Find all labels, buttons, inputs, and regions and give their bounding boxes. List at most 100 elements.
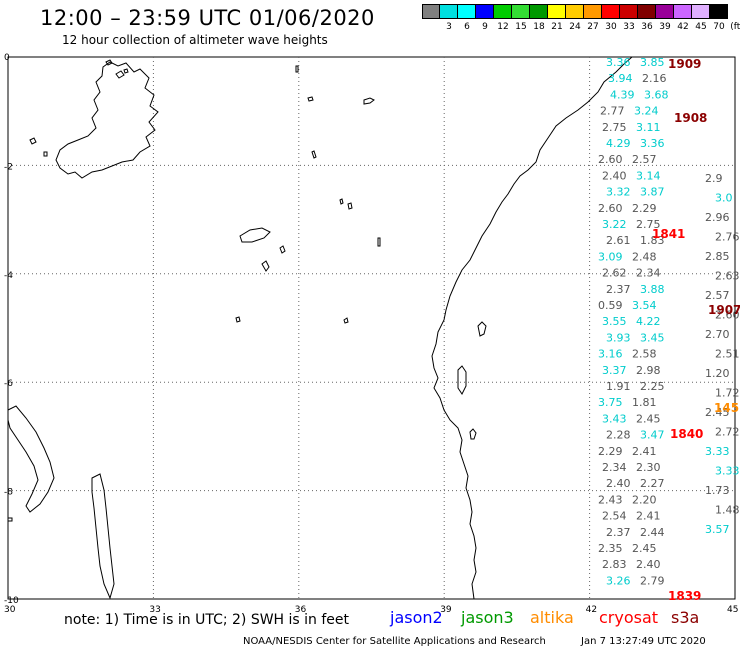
wave-height-value: 3.55 [602, 315, 627, 328]
wave-height-value: 2.79 [640, 574, 665, 587]
satellite-pass-time: 1840 [670, 427, 703, 441]
inland-lake-f [339, 198, 344, 205]
wave-height-value: 2.20 [632, 493, 657, 506]
color-scale-label: 3 [446, 22, 452, 32]
wave-height-value: 2.34 [636, 267, 661, 280]
satellite-pass-time: 1908 [674, 111, 707, 125]
satellite-legend-jason3: jason3 [461, 608, 514, 627]
latitude-label: -4 [4, 271, 13, 281]
color-swatch [440, 4, 458, 18]
inland-lake-e [307, 96, 314, 102]
wave-height-value: 3.26 [606, 574, 631, 587]
longitude-label: 30 [4, 605, 16, 615]
inland-lake-b [261, 260, 270, 272]
latitude-label: 0 [4, 53, 10, 63]
wave-height-value: 2.63 [715, 270, 740, 283]
color-scale-label: 36 [641, 22, 653, 32]
wave-height-value: 3.32 [606, 186, 631, 199]
wave-height-value: 3.88 [640, 283, 665, 296]
wave-height-value: 3.57 [705, 523, 730, 536]
credit-text: NOAA/NESDIS Center for Satellite Applica… [243, 636, 546, 647]
wave-height-value: 1.91 [606, 380, 631, 393]
wave-height-value: 4.29 [606, 137, 631, 150]
wave-height-value: 2.27 [640, 477, 665, 490]
wave-height-value: 3.37 [602, 364, 627, 377]
wave-height-value: 3.75 [598, 396, 623, 409]
island-1 [115, 70, 125, 79]
color-scale-label: 45 [695, 22, 707, 32]
wave-height-value: 1.72 [715, 387, 740, 400]
inland-lake-n [43, 151, 48, 157]
wave-height-value: 2.29 [598, 445, 623, 458]
latitude-label: -2 [4, 162, 13, 172]
lake-tanganyika-outline [7, 405, 55, 513]
color-swatch [674, 4, 692, 18]
lake-malawi-outline [91, 473, 115, 600]
satellite-legend-altika: altika [530, 608, 574, 627]
wave-height-value: 3.14 [636, 169, 661, 182]
color-swatch [530, 4, 548, 18]
wave-height-value: 2.58 [632, 348, 657, 361]
wave-height-value: 2.98 [636, 364, 661, 377]
wave-height-value: 2.45 [705, 406, 730, 419]
wave-height-value: 3.0 [715, 192, 733, 205]
inland-lake-h [311, 150, 317, 159]
color-swatch [602, 4, 620, 18]
island-3 [123, 68, 129, 74]
satellite-legend-s3a: s3a [671, 608, 700, 627]
wave-height-value: 2.43 [598, 493, 623, 506]
color-scale-label: 30 [605, 22, 617, 32]
generated-timestamp: Jan 7 13:27:49 UTC 2020 [581, 636, 706, 647]
latitude-label: -10 [4, 596, 19, 606]
longitude-label: 45 [727, 605, 738, 615]
longitude-label: 39 [440, 605, 452, 615]
color-scale-label: (ft) [730, 22, 740, 32]
color-swatch [620, 4, 638, 18]
wave-height-value: 3.24 [634, 105, 659, 118]
inland-lake-a [239, 227, 271, 243]
wave-height-value: 4.22 [636, 315, 661, 328]
pemba-island [477, 321, 487, 337]
axis-tick-labels: 30 33 36 39 42 45 0 -2 -4 -6 -8 -10 [4, 53, 738, 615]
wave-height-value: 2.40 [636, 558, 661, 571]
wave-height-value: 2.28 [606, 429, 631, 442]
wave-height-value: 3.45 [640, 331, 665, 344]
wave-height-value: 2.45 [636, 412, 661, 425]
latitude-label: -8 [4, 488, 13, 498]
satellite-track-labels: 1909 1908 1841 1907 1840 1839 145 [652, 57, 740, 603]
wave-height-value: 2.44 [640, 526, 665, 539]
wave-height-value: 2.70 [705, 328, 730, 341]
wave-height-value: 3.54 [632, 299, 657, 312]
wave-height-value: 2.35 [598, 542, 623, 555]
note-text: note: 1) Time is in UTC; 2) SWH is in fe… [64, 612, 350, 628]
color-swatch [512, 4, 530, 18]
lake-victoria-outline [55, 61, 159, 179]
wave-height-value: 2.77 [600, 105, 625, 118]
wave-height-value: 3.85 [640, 56, 665, 69]
color-swatch [548, 4, 566, 18]
wave-height-value: 2.40 [602, 169, 627, 182]
mafia-island [469, 428, 477, 440]
satellite-pass-time: 1907 [708, 303, 740, 317]
wave-height-value: 3.43 [602, 412, 627, 425]
color-swatch [476, 4, 494, 18]
wave-height-value: 2.48 [632, 250, 657, 263]
inland-lake-g [347, 202, 353, 210]
inland-lake-j [235, 316, 241, 323]
page-subtitle: 12 hour collection of altimeter wave hei… [62, 33, 328, 47]
wave-height-value: 2.34 [602, 461, 627, 474]
inland-lake-i [377, 237, 381, 247]
wave-height-value: 2.57 [705, 289, 730, 302]
wave-height-value: 3.11 [636, 121, 661, 134]
wave-height-value: 4.39 [610, 88, 635, 101]
color-scale-label: 9 [482, 22, 488, 32]
wave-height-value: 2.72 [715, 426, 740, 439]
wave-height-value: 2.9 [705, 172, 723, 185]
color-swatch [566, 4, 584, 18]
wave-height-value: 3.33 [715, 465, 740, 478]
color-swatch [458, 4, 476, 18]
color-swatch [494, 4, 512, 18]
east-africa-coastline [431, 56, 633, 600]
color-scale-label: 15 [515, 22, 527, 32]
